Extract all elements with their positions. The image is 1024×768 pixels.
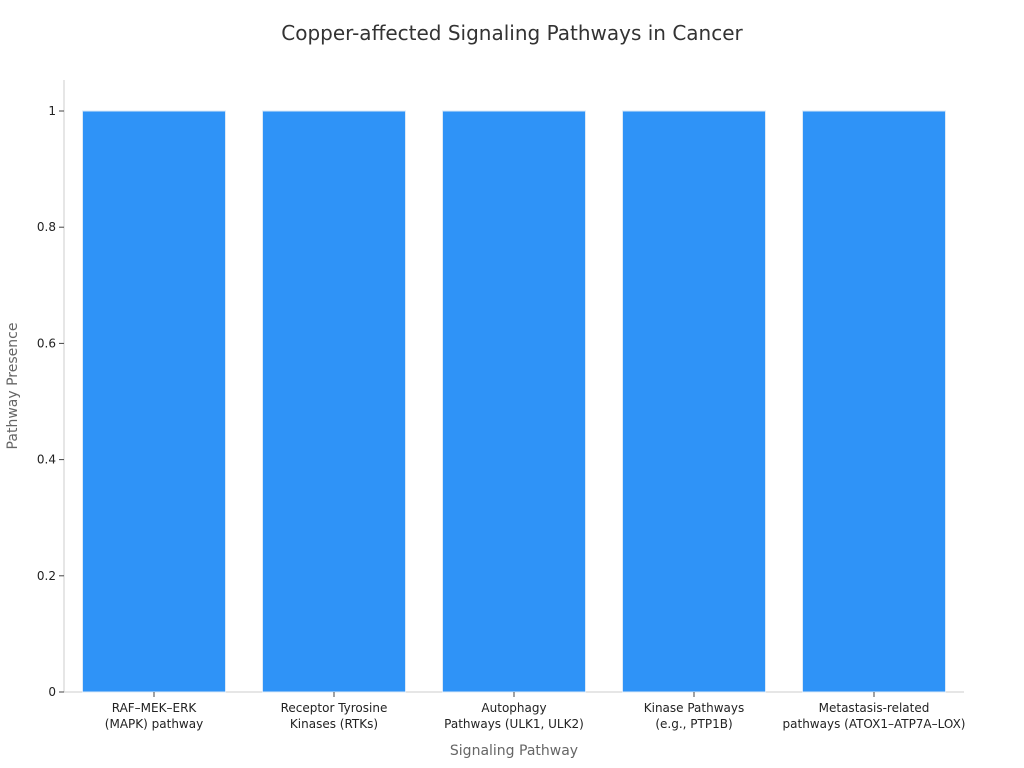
bar-4 xyxy=(622,110,766,693)
bar-3 xyxy=(442,110,586,693)
x-tick-label: Pathways (ULK1, ULK2) xyxy=(444,717,584,731)
bars-group xyxy=(82,110,946,693)
y-tick-label: 0.6 xyxy=(37,336,56,350)
x-axis-title: Signaling Pathway xyxy=(450,743,578,759)
y-ticks-group: 0 0.2 0.4 0.6 0.8 1 xyxy=(37,104,64,699)
x-ticks-group: RAF–MEK–ERK (MAPK) pathway Receptor Tyrosi… xyxy=(105,692,966,731)
bar-2 xyxy=(262,110,406,693)
x-tick-label: Receptor Tyrosine xyxy=(281,701,388,715)
x-tick-label: (MAPK) pathway xyxy=(105,717,203,731)
x-tick-label: pathways (ATOX1–ATP7A–LOX) xyxy=(783,717,966,731)
bar-5 xyxy=(802,110,946,693)
y-tick-label: 0 xyxy=(48,685,56,699)
y-tick-label: 1 xyxy=(48,104,56,118)
bar-1 xyxy=(82,110,226,693)
y-tick-label: 0.4 xyxy=(37,453,56,467)
y-axis-title: Pathway Presence xyxy=(5,323,21,450)
x-tick-label: (e.g., PTP1B) xyxy=(655,717,732,731)
x-tick-label: Metastasis-related xyxy=(819,701,930,715)
chart-title: Copper-affected Signaling Pathways in Ca… xyxy=(281,21,743,45)
x-tick-label: Autophagy xyxy=(481,701,546,715)
y-tick-label: 0.2 xyxy=(37,569,56,583)
x-tick-label: Kinases (RTKs) xyxy=(290,717,378,731)
x-tick-label: RAF–MEK–ERK xyxy=(112,701,198,715)
y-tick-label: 0.8 xyxy=(37,220,56,234)
x-tick-label: Kinase Pathways xyxy=(644,701,745,715)
